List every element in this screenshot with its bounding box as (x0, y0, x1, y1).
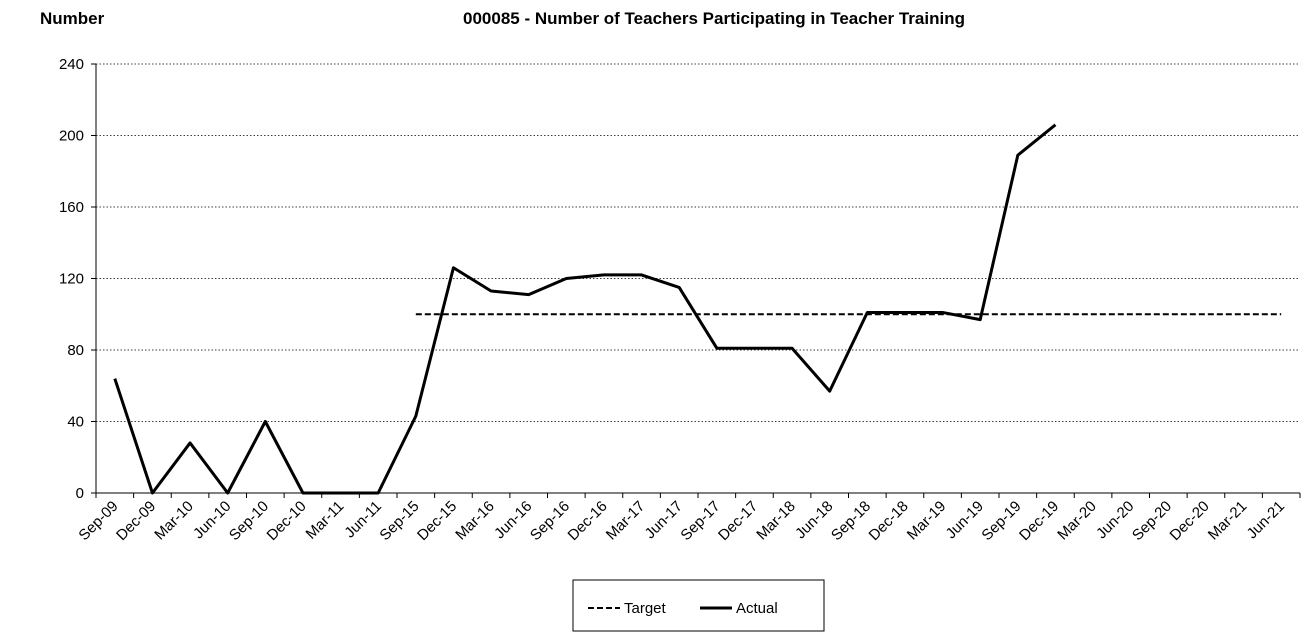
x-tick-label: Mar-18 (753, 498, 799, 544)
x-tick-label: Mar-19 (904, 498, 950, 544)
y-tick-label: 160 (59, 199, 84, 216)
x-tick-label: Jun-19 (943, 498, 987, 542)
x-tick-label: Jun-20 (1093, 498, 1137, 542)
x-tick-label: Sep-16 (527, 498, 573, 544)
x-tick-label: Sep-10 (226, 498, 272, 544)
y-tick-label: 80 (67, 342, 84, 359)
legend-box (572, 579, 825, 632)
x-tick-label: Mar-10 (151, 498, 197, 544)
x-tick-label: Sep-15 (376, 498, 422, 544)
y-tick-label: 240 (59, 56, 84, 73)
y-tick-label: 0 (76, 485, 84, 502)
y-tick-label: 120 (59, 271, 84, 288)
x-tick-label: Sep-19 (978, 498, 1024, 544)
x-tick-label: Mar-17 (603, 498, 649, 544)
y-tick-label: 200 (59, 128, 84, 145)
x-tick-label: Jun-21 (1244, 498, 1288, 542)
x-tick-label: Jun-10 (190, 498, 234, 542)
chart-title: 000085 - Number of Teachers Participatin… (463, 9, 965, 28)
x-tick-label: Dec-09 (113, 498, 159, 544)
x-tick-label: Mar-21 (1205, 498, 1251, 544)
y-tick-label: 40 (67, 414, 84, 431)
legend-label: Target (624, 600, 667, 617)
x-tick-label: Sep-20 (1129, 498, 1175, 544)
x-tick-label: Sep-17 (677, 498, 723, 544)
x-tick-label: Dec-19 (1016, 498, 1062, 544)
x-tick-label: Dec-15 (414, 498, 460, 544)
x-tick-label: Mar-20 (1054, 498, 1100, 544)
x-tick-label: Dec-10 (264, 498, 310, 544)
x-tick-label: Mar-11 (303, 498, 348, 543)
x-tick-label: Jun-18 (792, 498, 836, 542)
x-tick-label: Dec-17 (715, 498, 761, 544)
x-tick-label: Jun-17 (642, 498, 686, 542)
x-tick-label: Dec-18 (866, 498, 912, 544)
x-tick-label: Dec-20 (1167, 498, 1213, 544)
x-tick-label: Sep-09 (75, 498, 121, 544)
series-line (113, 123, 1057, 495)
x-tick-label: Dec-16 (565, 498, 611, 544)
y-axis-label: Number (40, 9, 105, 28)
legend-label: Actual (736, 600, 778, 617)
x-tick-label: Mar-16 (452, 498, 498, 544)
x-tick-label: Sep-18 (828, 498, 874, 544)
x-tick-label: Jun-16 (491, 498, 535, 542)
